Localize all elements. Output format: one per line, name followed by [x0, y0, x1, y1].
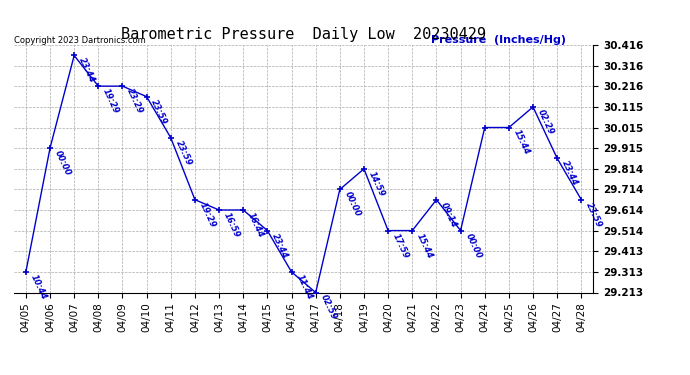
- Text: 02:29: 02:29: [536, 108, 555, 136]
- Text: 14:59: 14:59: [367, 170, 386, 198]
- Text: 23:44: 23:44: [270, 232, 290, 260]
- Text: 23:59: 23:59: [150, 98, 169, 126]
- Text: 15:44: 15:44: [415, 232, 435, 260]
- Text: 00:00: 00:00: [53, 149, 72, 177]
- Text: 23:44: 23:44: [77, 57, 97, 85]
- Text: 16:44: 16:44: [246, 211, 266, 239]
- Text: 23:44: 23:44: [560, 159, 580, 188]
- Text: 23:59: 23:59: [584, 201, 604, 229]
- Text: 23:59: 23:59: [174, 139, 193, 167]
- Text: Pressure  (Inches/Hg): Pressure (Inches/Hg): [431, 35, 566, 45]
- Text: 02:59: 02:59: [319, 294, 338, 322]
- Text: 00:00: 00:00: [343, 190, 362, 219]
- Title: Barometric Pressure  Daily Low  20230429: Barometric Pressure Daily Low 20230429: [121, 27, 486, 42]
- Text: 19:29: 19:29: [198, 201, 217, 229]
- Text: 16:59: 16:59: [222, 211, 242, 239]
- Text: 23:29: 23:29: [126, 87, 145, 116]
- Text: 10:44: 10:44: [29, 273, 48, 301]
- Text: 09:14: 09:14: [440, 201, 459, 229]
- Text: Copyright 2023 Dartronics.com: Copyright 2023 Dartronics.com: [14, 36, 146, 45]
- Text: 00:00: 00:00: [464, 232, 483, 260]
- Text: 15:44: 15:44: [512, 129, 531, 157]
- Text: 11:44: 11:44: [295, 273, 314, 301]
- Text: 19:29: 19:29: [101, 87, 121, 116]
- Text: 17:59: 17:59: [391, 232, 411, 260]
